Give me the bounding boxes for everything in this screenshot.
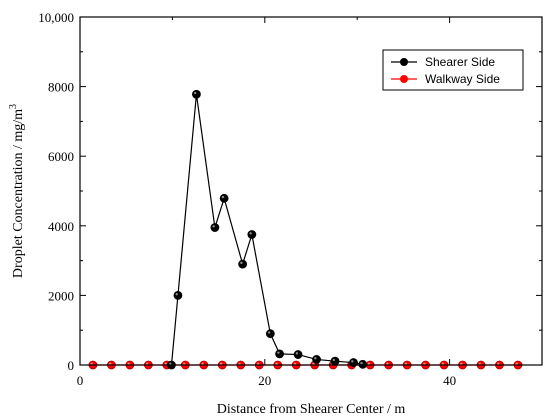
shearer-side-point-highlight: [175, 293, 178, 296]
y-tick-label: 4000: [48, 219, 74, 234]
walkway-side-point-highlight: [182, 362, 186, 365]
y-tick-label: 8000: [48, 80, 74, 95]
walkway-side-point-highlight: [127, 362, 130, 365]
y-tick-label: 6000: [48, 149, 74, 164]
shearer-side-point-highlight: [360, 361, 363, 365]
series-layer: [88, 89, 523, 370]
walkway-side-point-highlight: [478, 362, 482, 365]
walkway-side-point-highlight: [367, 362, 371, 365]
shearer-side-point: [219, 193, 229, 203]
shearer-side-point: [192, 89, 201, 99]
walkway-side-point-highlight: [275, 362, 278, 365]
y-axis-label: Droplet Concentration / mg/m3: [8, 104, 26, 278]
y-axis-label-superscript: 3: [8, 104, 19, 109]
legend: Shearer Side Walkway Side: [382, 49, 524, 91]
plot-frame: [79, 16, 543, 366]
y-axis-label-text: Droplet Concentration / mg/m: [11, 109, 26, 278]
shearer-side-point-highlight: [267, 331, 271, 334]
walkway-side-point-highlight: [423, 362, 426, 365]
shearer-side-point-highlight: [295, 352, 299, 355]
shearer-side-point: [238, 259, 248, 269]
walkway-side-point-highlight: [164, 362, 167, 365]
legend-swatch-marker: [400, 75, 408, 83]
walkway-side-point-highlight: [386, 362, 389, 365]
walkway-side-point-highlight: [312, 362, 315, 365]
x-tick-label: 0: [77, 373, 84, 388]
shearer-side-point-highlight: [351, 360, 354, 363]
shearer-side-point-highlight: [314, 357, 317, 360]
shearer-side-point-highlight: [221, 195, 225, 199]
walkway-side-point-highlight: [109, 362, 112, 365]
y-tick-label: 2000: [48, 288, 74, 303]
walkway-side-point-highlight: [238, 362, 241, 365]
walkway-side-point-highlight: [145, 362, 149, 365]
shearer-side-point: [358, 359, 368, 369]
legend-label: Walkway Side: [425, 72, 500, 86]
shearer-side-point-highlight: [212, 225, 215, 228]
x-tick-label: 20: [258, 373, 271, 388]
shearer-side-point: [247, 230, 257, 239]
shearer-side-point-highlight: [249, 232, 252, 235]
tick-labels: 0 20 40 0 2000 4000 6000 8000 10,000: [38, 10, 456, 388]
shearer-side-point: [275, 349, 284, 359]
walkway-side-point-highlight: [497, 362, 500, 365]
shearer-side-point: [293, 350, 303, 359]
walkway-side-point-highlight: [219, 362, 223, 365]
shearer-side-point-highlight: [277, 351, 280, 354]
y-tick-label: 0: [68, 358, 75, 373]
walkway-side-point-highlight: [441, 362, 445, 365]
shearer-side-point: [330, 356, 340, 366]
shearer-side-point: [312, 355, 321, 364]
shearer-side-point-highlight: [194, 91, 197, 95]
legend-box: [382, 49, 524, 91]
x-axis-label: Distance from Shearer Center / m: [217, 402, 406, 417]
legend-label: Shearer Side: [425, 55, 495, 69]
walkway-side-point-highlight: [293, 362, 297, 365]
shearer-side-point-highlight: [240, 261, 243, 265]
shearer-side-point-highlight: [169, 362, 172, 365]
x-tick-label: 40: [443, 373, 456, 388]
shearer-side-line: [170, 94, 363, 366]
y-tick-label: 10,000: [38, 10, 74, 25]
shearer-side-point: [265, 329, 275, 339]
walkway-side-point-highlight: [201, 362, 204, 365]
legend-swatch-marker: [400, 58, 408, 66]
walkway-side-point-highlight: [404, 362, 408, 365]
walkway-side-point-highlight: [515, 362, 518, 365]
walkway-side-point-highlight: [256, 362, 260, 365]
shearer-side-point: [173, 290, 183, 300]
walkway-side-point-highlight: [90, 362, 93, 365]
shearer-side-point: [210, 223, 220, 232]
shearer-side-point-highlight: [332, 358, 336, 362]
walkway-side-point-highlight: [460, 362, 463, 365]
